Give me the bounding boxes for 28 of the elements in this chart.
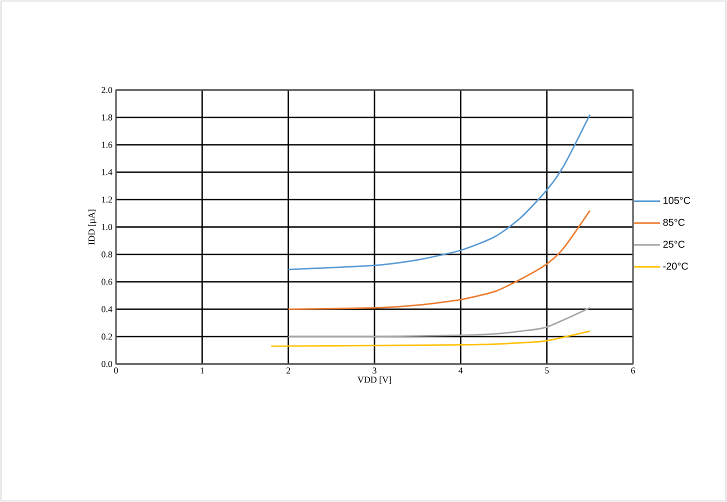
legend-label: 85°C	[663, 218, 685, 226]
y-tick-label: 1.4	[102, 169, 112, 176]
line-series	[270, 330, 591, 347]
legend-label: 25°C	[663, 240, 685, 248]
x-tick-label: 1	[200, 368, 204, 374]
legend-label: -20°C	[663, 262, 688, 270]
y-tick-label: 0.4	[102, 306, 112, 312]
y-tick-label: 0.6	[102, 278, 112, 285]
y-tick-label: 0.2	[102, 334, 112, 340]
x-tick-label: 6	[631, 368, 635, 374]
x-tick-label: 4	[458, 368, 463, 374]
x-tick-label: 0	[114, 368, 118, 374]
y-tick-label: 1.6	[102, 142, 112, 148]
y-tick-label: 2.0	[102, 86, 112, 94]
legend-label: 105°C	[664, 196, 690, 204]
x-tick-label: 5	[545, 368, 549, 374]
line-series	[288, 210, 591, 310]
y-tick-label: 0.0	[102, 360, 112, 368]
line-series	[288, 114, 591, 270]
x-tick-label: 2	[286, 368, 290, 374]
line-series	[288, 307, 591, 338]
y-axis-title: IDD [µA]	[88, 210, 96, 245]
y-tick-label: 1.0	[102, 224, 112, 230]
y-tick-label: 1.2	[102, 196, 112, 203]
x-axis-title: VDD [V]	[358, 376, 391, 384]
y-tick-label: 0.8	[102, 251, 112, 258]
y-tick-label: 1.8	[102, 114, 112, 120]
x-tick-label: 3	[372, 368, 376, 374]
